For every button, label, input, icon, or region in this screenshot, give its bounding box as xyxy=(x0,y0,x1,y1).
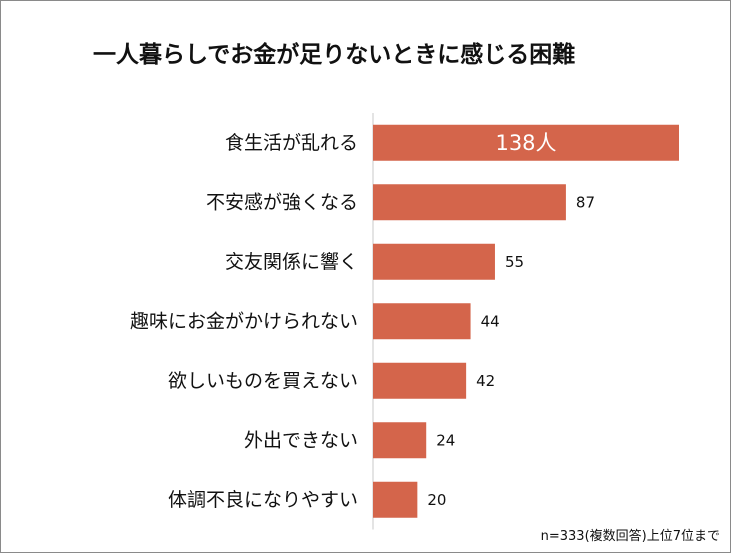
category-label: 不安感が強くなる xyxy=(206,191,358,213)
category-label: 欲しいものを買えない xyxy=(168,370,358,392)
data-label: 44 xyxy=(481,312,500,330)
category-label: 外出できない xyxy=(244,429,358,451)
data-label: 55 xyxy=(505,253,524,271)
bar xyxy=(373,184,566,221)
bar xyxy=(373,124,679,161)
sample-note: n=333(複数回答)上位7位まで xyxy=(540,529,720,544)
category-label: 交友関係に響く xyxy=(225,251,358,273)
chart-title: 一人暮らしでお金が足りないときに感じる困難 xyxy=(93,42,576,68)
bar xyxy=(373,362,467,399)
data-label: 138人 xyxy=(495,131,556,155)
category-label: 体調不良になりやすい xyxy=(168,489,358,511)
bar xyxy=(373,422,427,459)
bar xyxy=(373,243,495,280)
data-label: 20 xyxy=(427,491,446,509)
bar xyxy=(373,481,418,518)
data-label: 42 xyxy=(476,372,495,390)
category-label: 食生活が乱れる xyxy=(225,132,358,154)
bar xyxy=(373,303,471,340)
data-label: 24 xyxy=(436,431,455,449)
category-label: 趣味にお金がかけられない xyxy=(130,310,358,332)
data-label: 87 xyxy=(576,193,595,211)
